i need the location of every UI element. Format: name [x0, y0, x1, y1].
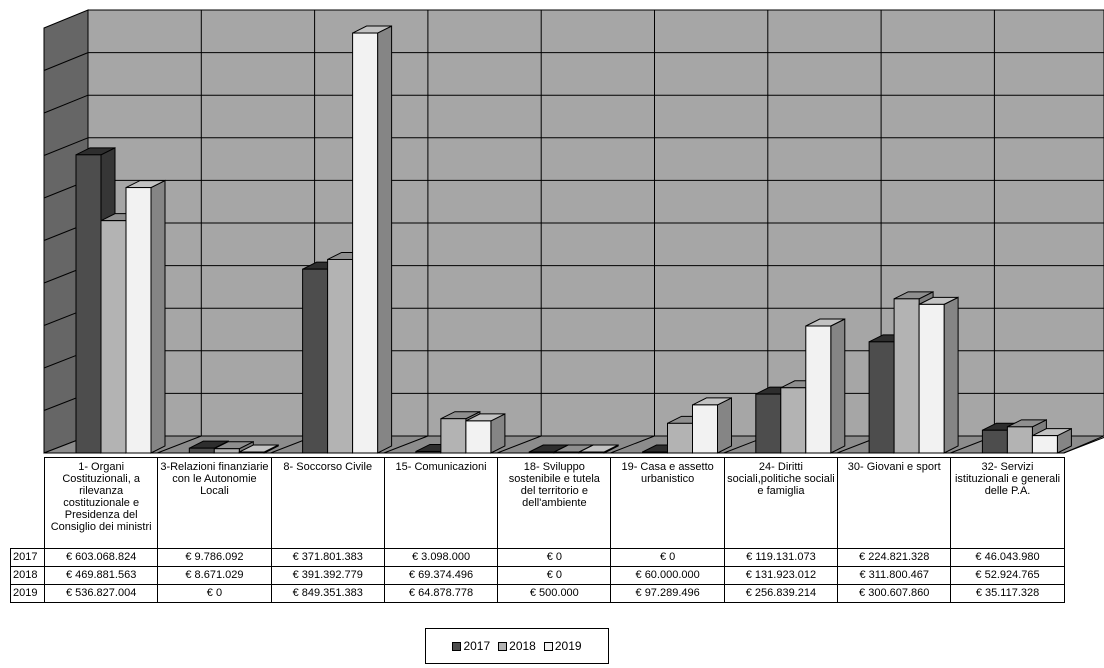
value-cell: € 311.800.467 — [837, 566, 952, 585]
bar-5-2019 — [692, 397, 732, 454]
value-cell: € 500.000 — [497, 584, 612, 603]
bar-0-2019 — [125, 179, 166, 454]
value-cell: € 131.923.012 — [723, 566, 839, 585]
floor-divider — [383, 435, 429, 454]
gridline-side — [43, 52, 89, 71]
category-label: 24- Diritti sociali,politiche sociali e … — [723, 457, 839, 549]
value-cell: € 0 — [497, 566, 612, 585]
value-cell: € 536.827.004 — [43, 584, 159, 603]
bar-8-2019 — [1031, 427, 1072, 454]
value-cell: € 64.878.778 — [383, 584, 499, 603]
legend: 2017 2018 2019 — [425, 628, 609, 664]
legend-swatch — [498, 641, 508, 651]
bar-4-2019 — [578, 444, 619, 454]
value-cell: € 8.671.029 — [157, 566, 272, 585]
gridline-side — [43, 94, 89, 114]
category-label: 18- Sviluppo sostenibile e tutela del te… — [497, 457, 612, 549]
series-label: 2017 — [10, 548, 45, 567]
legend-item: 2019 — [543, 639, 582, 653]
legend-item: 2018 — [498, 639, 536, 653]
table-row: 2018 € 469.881.563 € 8.671.029 € 391.392.77… — [10, 566, 1065, 585]
value-cell: € 46.043.980 — [950, 548, 1065, 567]
value-cell: € 0 — [497, 548, 612, 567]
value-cell: € 119.131.073 — [723, 548, 839, 567]
value-cell: € 60.000.000 — [610, 566, 725, 585]
table-header-row: 1- Organi Costituzionali, a rilevanza co… — [11, 457, 1065, 549]
bar-7-2019 — [918, 296, 959, 454]
table-corner — [11, 458, 45, 549]
series-label: 2018 — [10, 566, 45, 585]
series-label: 2019 — [10, 584, 45, 603]
category-label: 19- Casa e assetto urbanistico — [610, 457, 725, 549]
value-cell: € 0 — [157, 584, 272, 603]
value-cell: € 35.117.328 — [950, 584, 1065, 603]
floor-divider — [1063, 436, 1104, 454]
legend-swatch — [452, 641, 462, 651]
value-cell: € 52.924.765 — [950, 566, 1065, 585]
bar-1-2019 — [238, 444, 279, 454]
value-cell: € 371.801.383 — [270, 548, 385, 567]
value-cell: € 391.392.779 — [270, 566, 385, 585]
bar-2-2019 — [352, 25, 393, 454]
value-cell: € 3.098.000 — [383, 548, 499, 567]
category-label: 8- Soccorso Civile — [270, 457, 385, 549]
legend-label: 2019 — [554, 639, 582, 653]
category-label: 30- Giovani e sport — [837, 457, 952, 549]
gridline-side — [43, 137, 89, 156]
value-cell: € 9.786.092 — [157, 548, 272, 567]
legend-swatch — [543, 641, 553, 651]
value-cell: € 256.839.214 — [723, 584, 839, 603]
legend-label: 2017 — [463, 639, 491, 653]
legend-item: 2017 — [452, 639, 490, 653]
value-cell: € 0 — [610, 548, 725, 567]
category-label: 1- Organi Costituzionali, a rilevanza co… — [43, 457, 159, 549]
value-cell: € 300.607.860 — [837, 584, 952, 603]
data-table: 1- Organi Costituzionali, a rilevanza co… — [10, 457, 1065, 603]
category-label: 32- Servizi istituzionali e generali del… — [950, 457, 1065, 549]
value-cell: € 469.881.563 — [43, 566, 159, 585]
value-cell: € 97.289.496 — [610, 584, 725, 603]
category-label: 15- Comunicazioni — [383, 457, 499, 549]
category-label: 3-Relazioni finanziarie con le Autonomie… — [157, 457, 272, 549]
bar-3-2019 — [465, 413, 506, 454]
table-row: 2019 € 536.827.004 € 0 € 849.351.383 € 64.87… — [10, 584, 1065, 603]
value-cell: € 224.821.328 — [837, 548, 952, 567]
bar-6-2019 — [805, 318, 846, 454]
floor-divider — [497, 435, 542, 454]
value-cell: € 849.351.383 — [270, 584, 385, 603]
bars — [75, 25, 1072, 454]
value-cell: € 603.068.824 — [43, 548, 159, 567]
floor-divider — [610, 435, 655, 454]
value-cell: € 69.374.496 — [383, 566, 499, 585]
table-row: 2017 € 603.068.824 € 9.786.092 € 371.801.38… — [10, 548, 1065, 567]
legend-label: 2018 — [509, 639, 536, 653]
floor-divider — [157, 435, 202, 454]
